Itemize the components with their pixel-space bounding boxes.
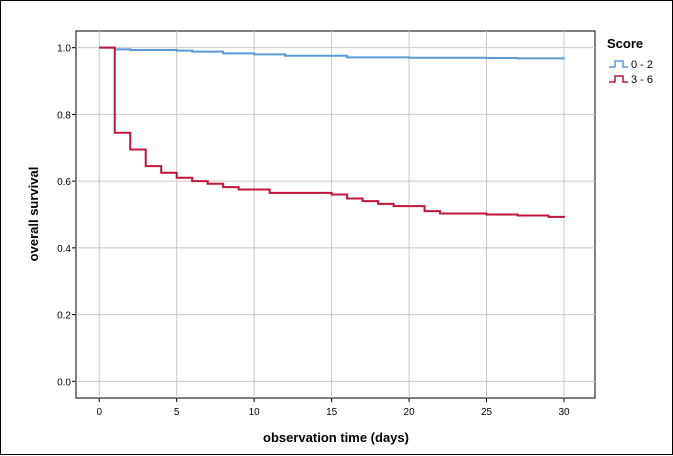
legend-swatch [609,75,628,83]
x-tick-label: 5 [174,407,180,418]
y-tick-label: 1.0 [57,44,71,55]
legend-title: Score [607,36,643,51]
series-line-1 [99,46,566,60]
x-axis-title: observation time (days) [263,430,409,445]
y-tick-label: 0.6 [57,177,71,188]
x-tick-label: 20 [404,407,416,418]
x-tick-label: 0 [96,407,102,418]
series-lines [99,46,566,218]
x-tick-label: 30 [558,407,570,418]
legend-label: 3 - 6 [631,74,653,86]
y-tick-label: 0.8 [57,110,71,121]
x-tick-label: 25 [481,407,493,418]
x-tick-label: 15 [326,407,338,418]
y-axis-title: overall survival [26,167,41,262]
axis-ticks: 0 5 10 15 20 25 30 0.0 0.2 0.4 0.6 0.8 1.0 [57,44,570,418]
x-tick-label: 10 [249,407,261,418]
series-line-2 [99,46,566,218]
legend: Score 0 - 2 3 - 6 [607,36,653,86]
y-tick-label: 0.0 [57,377,71,388]
grid-lines [76,31,595,398]
y-tick-label: 0.4 [57,244,71,255]
legend-swatch [609,60,628,68]
legend-label: 0 - 2 [631,59,653,71]
y-tick-label: 0.2 [57,311,71,322]
legend-items: 0 - 2 3 - 6 [609,59,653,86]
